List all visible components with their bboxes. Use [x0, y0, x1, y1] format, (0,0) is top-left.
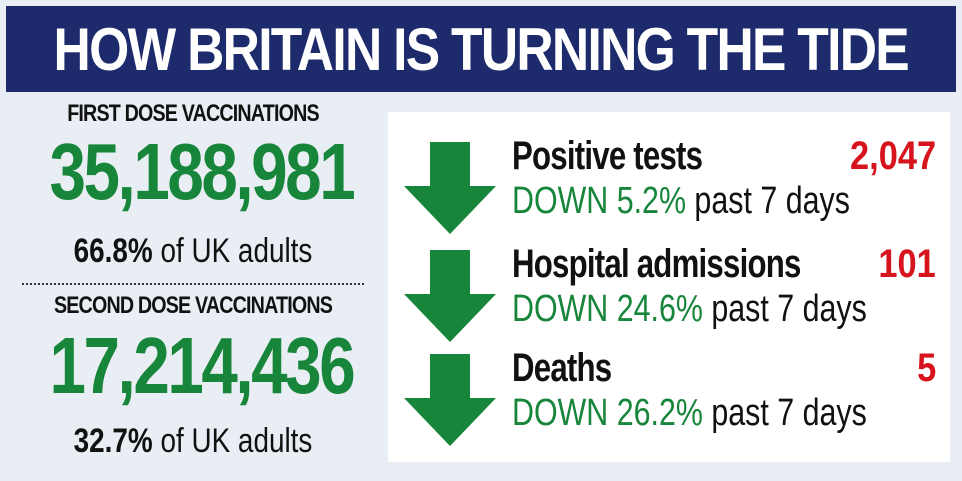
first-dose-pct-value: 66.8%: [73, 232, 153, 270]
metric-name: Hospital admissions: [512, 242, 801, 286]
metric-row-deaths: Deaths 5 DOWN 26.2% past 7 days: [388, 346, 950, 456]
metric-name: Deaths: [512, 346, 612, 390]
metrics-panel: Positive tests 2,047 DOWN 5.2% past 7 da…: [388, 112, 950, 462]
page-title: HOW BRITAIN IS TURNING THE TIDE: [53, 15, 910, 83]
metric-change: DOWN 26.2% past 7 days: [512, 392, 867, 435]
metric-period: past 7 days: [685, 180, 850, 222]
metric-value: 2,047: [849, 134, 936, 178]
down-arrow-icon: [404, 354, 496, 446]
vaccinations-panel: FIRST DOSE VACCINATIONS 35,188,981 66.8%…: [18, 100, 368, 470]
metric-change-text: DOWN 5.2%: [512, 180, 686, 222]
metric-row-positive-tests: Positive tests 2,047 DOWN 5.2% past 7 da…: [388, 134, 950, 244]
metric-value: 101: [878, 242, 936, 286]
first-dose-pct-suffix: of UK adults: [152, 232, 313, 270]
second-dose-pct-suffix: of UK adults: [152, 422, 313, 460]
first-dose-number: 35,188,981: [49, 127, 356, 216]
metric-name: Positive tests: [512, 134, 703, 178]
down-arrow-icon: [404, 142, 496, 234]
first-dose-pct: 66.8% of UK adults: [50, 232, 337, 271]
metric-change-text: DOWN 26.2%: [512, 392, 703, 434]
second-dose-number: 17,214,436: [49, 321, 356, 410]
header-banner: HOW BRITAIN IS TURNING THE TIDE: [6, 6, 956, 92]
metric-period: past 7 days: [702, 392, 867, 434]
dotted-divider: [22, 283, 364, 285]
metric-row-hospital-admissions: Hospital admissions 101 DOWN 24.6% past …: [388, 242, 950, 352]
metric-change: DOWN 5.2% past 7 days: [512, 180, 850, 223]
second-dose-label: SECOND DOSE VACCINATIONS: [53, 292, 333, 319]
down-arrow-icon: [404, 250, 496, 342]
metric-change-text: DOWN 24.6%: [512, 288, 703, 330]
first-dose-label: FIRST DOSE VACCINATIONS: [67, 100, 319, 127]
metric-change: DOWN 24.6% past 7 days: [512, 288, 867, 331]
metric-period: past 7 days: [702, 288, 867, 330]
second-dose-pct-value: 32.7%: [73, 422, 153, 460]
metric-value: 5: [916, 346, 936, 390]
second-dose-pct: 32.7% of UK adults: [50, 422, 337, 461]
